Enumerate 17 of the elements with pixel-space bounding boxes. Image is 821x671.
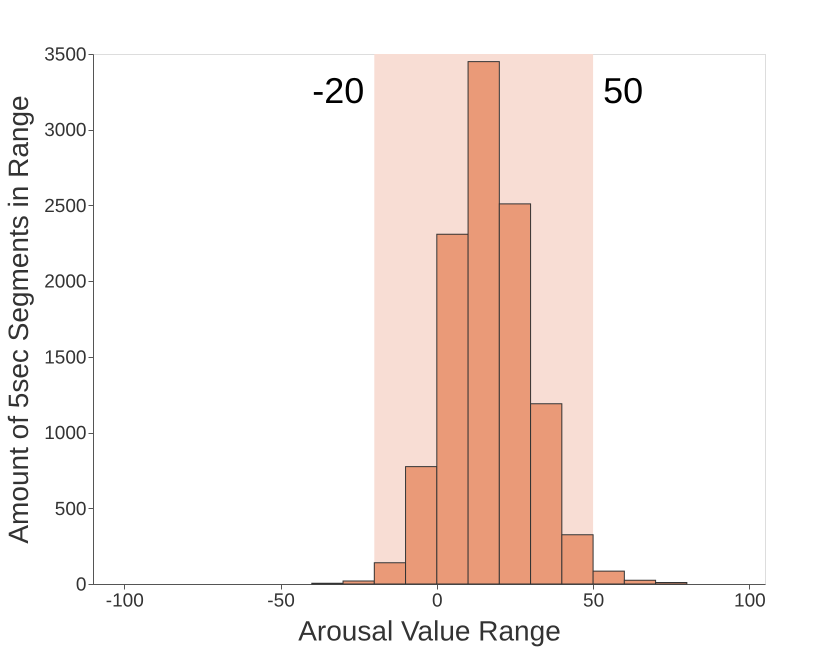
annotation: 50 (603, 70, 644, 111)
y-tick-label: 1000 (44, 423, 86, 444)
y-tick-label: 2500 (44, 196, 86, 217)
x-tick-label: 50 (583, 590, 604, 612)
y-tick-label: 3500 (44, 44, 86, 66)
y-axis-title: Amount of 5sec Segments in Range (3, 95, 34, 544)
y-tick-label: 500 (54, 498, 86, 520)
x-tick-label: 100 (734, 590, 766, 612)
x-tick-label: 0 (432, 590, 443, 612)
x-tick-label: -100 (106, 590, 144, 612)
x-tick-label: -50 (267, 590, 295, 612)
y-tick-label: 3000 (44, 120, 86, 142)
y-tick-label: 2000 (44, 272, 86, 293)
annotation: -20 (312, 70, 364, 111)
y-tick-label: 0 (76, 574, 86, 596)
y-tick-label: 1500 (44, 347, 86, 368)
x-axis-title: Arousal Value Range (298, 616, 561, 646)
